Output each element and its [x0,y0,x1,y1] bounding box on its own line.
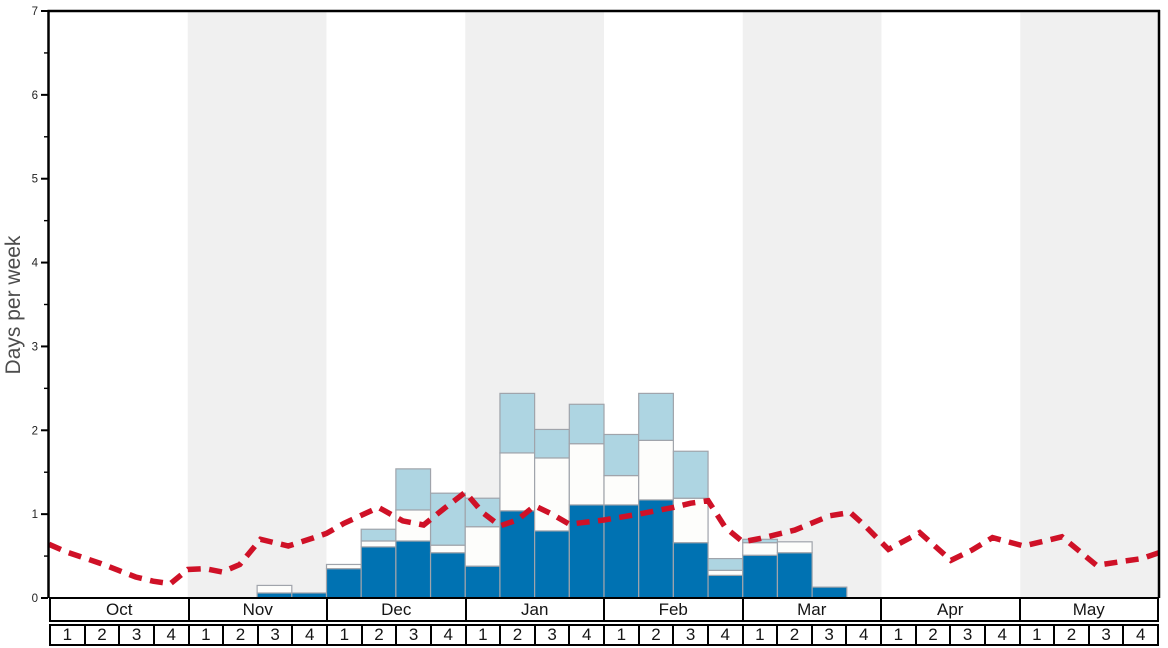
week-label-nov-4: 4 [293,625,328,644]
bar-segment-light-blue-days [568,403,605,445]
week-label-mar-2: 2 [778,625,813,644]
bar-segment-dark-blue-days [395,540,432,599]
week-label-dec-1: 1 [328,625,363,644]
bar-segment-white-days [776,541,813,554]
week-label-feb-2: 2 [640,625,675,644]
week-label-mar-1: 1 [744,625,779,644]
week-label-mar-4: 4 [847,625,882,644]
red-dashed-average-line [47,488,1160,587]
y-tick-label: 6 [32,90,38,102]
bar-segment-white-days [256,584,293,594]
month-label-dec: Dec [328,599,467,620]
week-label-apr-2: 2 [917,625,952,644]
month-band-mar [742,11,882,598]
week-label-dec-4: 4 [432,625,467,644]
week-label-jan-2: 2 [501,625,536,644]
month-label-apr: Apr [882,599,1021,620]
bar-segment-dark-blue-days [360,546,397,599]
week-label-nov-3: 3 [259,625,294,644]
month-label-nov: Nov [190,599,328,620]
bar-segment-dark-blue-days [325,568,362,599]
bar-segment-light-blue-days [707,557,744,571]
bar-segment-light-blue-days [464,497,501,528]
bar-segment-white-days [638,439,674,501]
bar-segment-dark-blue-days [672,542,709,599]
bar-segment-light-blue-days [360,528,397,542]
bar-segment-white-days [360,540,397,548]
bar-segment-light-blue-days [534,428,570,459]
bar-segment-dark-blue-days [742,554,779,599]
week-label-nov-2: 2 [224,625,259,644]
week-label-may-3: 3 [1090,625,1125,644]
month-label-mar: Mar [744,599,882,620]
week-label-nov-1: 1 [190,625,225,644]
month-label-feb: Feb [605,599,744,620]
week-label-feb-1: 1 [605,625,640,644]
bar-segment-dark-blue-days [776,552,813,599]
week-label-jan-1: 1 [467,625,502,644]
bar-segment-light-blue-days [499,392,536,454]
bar-segment-white-days [499,452,536,512]
week-label-oct-3: 3 [120,625,155,644]
week-label-apr-3: 3 [951,625,986,644]
bar-segment-white-days [325,563,362,570]
bar-segment-white-days [568,443,605,506]
bar-segment-light-blue-days [429,492,466,546]
week-label-feb-4: 4 [709,625,744,644]
y-tick-label: 7 [32,6,38,18]
y-tick-label: 1 [32,509,38,521]
week-label-jan-4: 4 [570,625,605,644]
y-tick-label: 3 [32,341,38,353]
month-label-may: May [1072,599,1105,619]
bar-segment-dark-blue-days [707,574,744,599]
week-label-oct-1: 1 [51,625,86,644]
bar-segment-white-days [742,542,779,556]
week-label-mar-3: 3 [813,625,848,644]
week-label-oct-2: 2 [86,625,121,644]
month-label-oct: Oct [51,599,190,620]
bar-segment-light-blue-days [672,450,709,499]
bar-segment-dark-blue-days [429,552,466,599]
bar-segment-dark-blue-days [534,530,570,599]
week-label-apr-1: 1 [882,625,917,644]
y-tick-label: 5 [32,174,38,186]
week-label-may-2: 2 [1055,625,1090,644]
week-label-may-1: 1 [1021,625,1056,644]
week-label-apr-4: 4 [986,625,1021,644]
bar-segment-white-days [707,569,744,576]
bar-segment-light-blue-days [638,392,674,441]
y-tick-label: 4 [32,258,39,270]
month-row: Oct Nov Dec Jan Feb Mar Apr May [49,597,1159,622]
bar-segment-white-days [464,526,501,567]
bar-segment-white-days [429,544,466,554]
week-label-dec-2: 2 [363,625,398,644]
month-label-jan: Jan [467,599,605,620]
week-label-jan-3: 3 [536,625,571,644]
month-band-may [1020,11,1159,598]
bar-segment-light-blue-days [603,433,640,477]
week-label-oct-4: 4 [155,625,190,644]
y-tick-label: 0 [32,593,38,605]
bar-segment-white-days [603,474,640,506]
y-axis-title: Days per week [2,235,25,375]
y-tick-label: 2 [32,425,38,437]
week-label-dec-3: 3 [397,625,432,644]
bar-segment-light-blue-days [395,468,432,511]
week-label-may-4: 4 [1135,625,1146,644]
month-band-nov [187,11,327,598]
bar-segment-dark-blue-days [464,565,501,599]
week-label-feb-3: 3 [674,625,709,644]
